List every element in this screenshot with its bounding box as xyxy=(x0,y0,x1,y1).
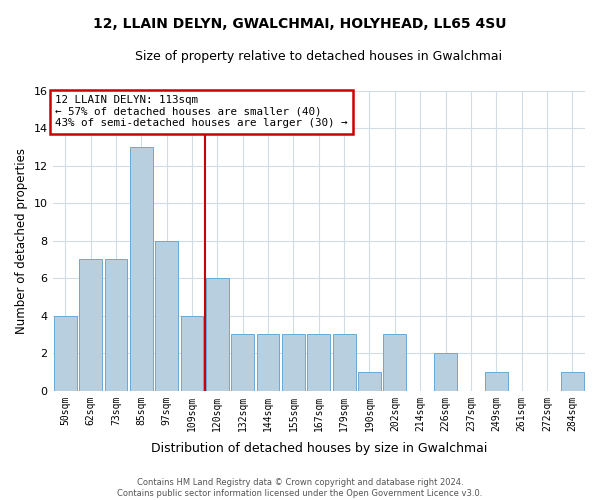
Bar xyxy=(561,372,584,391)
Bar xyxy=(155,240,178,391)
Bar xyxy=(358,372,381,391)
Bar xyxy=(231,334,254,391)
Text: 12, LLAIN DELYN, GWALCHMAI, HOLYHEAD, LL65 4SU: 12, LLAIN DELYN, GWALCHMAI, HOLYHEAD, LL… xyxy=(93,18,507,32)
Bar xyxy=(282,334,305,391)
Title: Size of property relative to detached houses in Gwalchmai: Size of property relative to detached ho… xyxy=(135,50,502,63)
Bar xyxy=(104,260,127,391)
Bar xyxy=(434,353,457,391)
Text: Contains HM Land Registry data © Crown copyright and database right 2024.
Contai: Contains HM Land Registry data © Crown c… xyxy=(118,478,482,498)
Bar xyxy=(206,278,229,391)
Bar xyxy=(485,372,508,391)
Bar xyxy=(307,334,330,391)
Bar xyxy=(130,147,152,391)
Bar xyxy=(383,334,406,391)
Bar xyxy=(54,316,77,391)
X-axis label: Distribution of detached houses by size in Gwalchmai: Distribution of detached houses by size … xyxy=(151,442,487,455)
Text: 12 LLAIN DELYN: 113sqm
← 57% of detached houses are smaller (40)
43% of semi-det: 12 LLAIN DELYN: 113sqm ← 57% of detached… xyxy=(55,95,348,128)
Bar xyxy=(257,334,280,391)
Bar xyxy=(79,260,102,391)
Bar xyxy=(333,334,356,391)
Y-axis label: Number of detached properties: Number of detached properties xyxy=(15,148,28,334)
Bar xyxy=(181,316,203,391)
